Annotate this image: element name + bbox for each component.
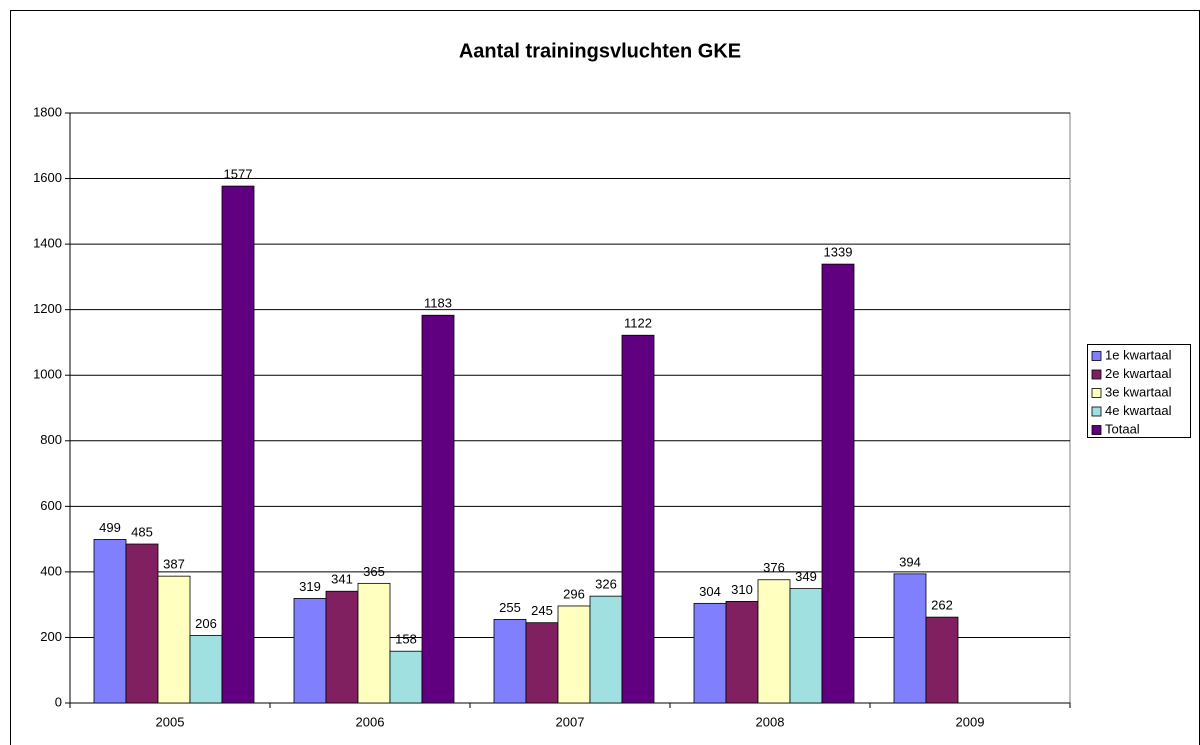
y-tick-label: 600 — [40, 498, 62, 513]
legend-swatch — [1091, 369, 1102, 380]
y-tick-label: 800 — [40, 432, 62, 447]
x-tick-label: 2009 — [956, 714, 985, 729]
bar — [557, 605, 591, 704]
bar — [389, 650, 423, 704]
bar — [293, 598, 327, 704]
y-tick-label: 400 — [40, 563, 62, 578]
value-label: 394 — [899, 554, 921, 569]
legend-swatch — [1091, 425, 1102, 435]
bar — [125, 543, 159, 704]
value-label: 262 — [931, 598, 953, 613]
bar — [757, 579, 791, 704]
value-label: 387 — [163, 557, 185, 572]
bar — [693, 602, 727, 704]
value-label: 349 — [795, 569, 817, 584]
y-tick-label: 200 — [40, 629, 62, 644]
legend-label: 2e kwartaal — [1105, 366, 1172, 381]
value-label: 1339 — [824, 245, 853, 260]
value-label: 158 — [395, 632, 417, 647]
legend-label: Totaal — [1105, 421, 1140, 436]
bar — [189, 635, 223, 704]
value-label: 341 — [331, 572, 353, 587]
legend — [1087, 344, 1191, 438]
bar — [621, 334, 655, 704]
x-tick-label: 2006 — [356, 714, 385, 729]
legend-swatch — [1091, 351, 1102, 361]
y-tick-label: 1200 — [33, 301, 62, 316]
value-label: 365 — [363, 564, 385, 579]
legend-swatch — [1091, 388, 1102, 398]
bar — [893, 573, 927, 704]
chart-title: Aantal trainingsvluchten GKE — [459, 40, 741, 62]
bar — [157, 575, 191, 704]
value-label: 296 — [563, 586, 585, 601]
bar — [589, 595, 623, 704]
value-label: 1183 — [424, 296, 452, 311]
legend-label: 3e kwartaal — [1105, 384, 1172, 399]
bar — [93, 539, 127, 704]
value-label: 304 — [699, 584, 721, 599]
value-label: 1122 — [624, 316, 652, 331]
bar — [357, 582, 391, 704]
legend-swatch — [1091, 406, 1102, 417]
bar — [325, 590, 359, 704]
value-label: 255 — [499, 600, 521, 615]
value-label: 499 — [99, 520, 121, 535]
legend-label: 1e kwartaal — [1105, 347, 1172, 362]
value-label: 206 — [195, 616, 217, 631]
y-tick-label: 1600 — [33, 170, 62, 185]
legend-label: 4e kwartaal — [1105, 403, 1172, 418]
bar — [925, 616, 959, 704]
bar — [789, 588, 823, 704]
x-tick-label: 2005 — [156, 714, 185, 729]
bar — [221, 185, 255, 704]
value-label: 245 — [531, 603, 553, 618]
bar — [493, 619, 527, 704]
x-tick-label: 2008 — [756, 714, 785, 729]
value-label: 319 — [299, 579, 321, 594]
y-tick-label: 1000 — [33, 367, 62, 382]
bar — [821, 263, 855, 704]
y-tick-label: 1800 — [33, 104, 62, 119]
y-tick-label: 0 — [55, 694, 62, 709]
value-label: 326 — [595, 577, 617, 592]
bar — [725, 600, 759, 704]
y-tick-label: 1400 — [33, 236, 62, 251]
value-label: 310 — [731, 582, 753, 597]
bar — [525, 622, 559, 704]
x-tick-label: 2007 — [556, 714, 585, 729]
value-label: 485 — [131, 524, 153, 539]
value-label: 376 — [763, 560, 785, 575]
value-label: 1577 — [224, 167, 253, 182]
bar — [421, 314, 455, 704]
